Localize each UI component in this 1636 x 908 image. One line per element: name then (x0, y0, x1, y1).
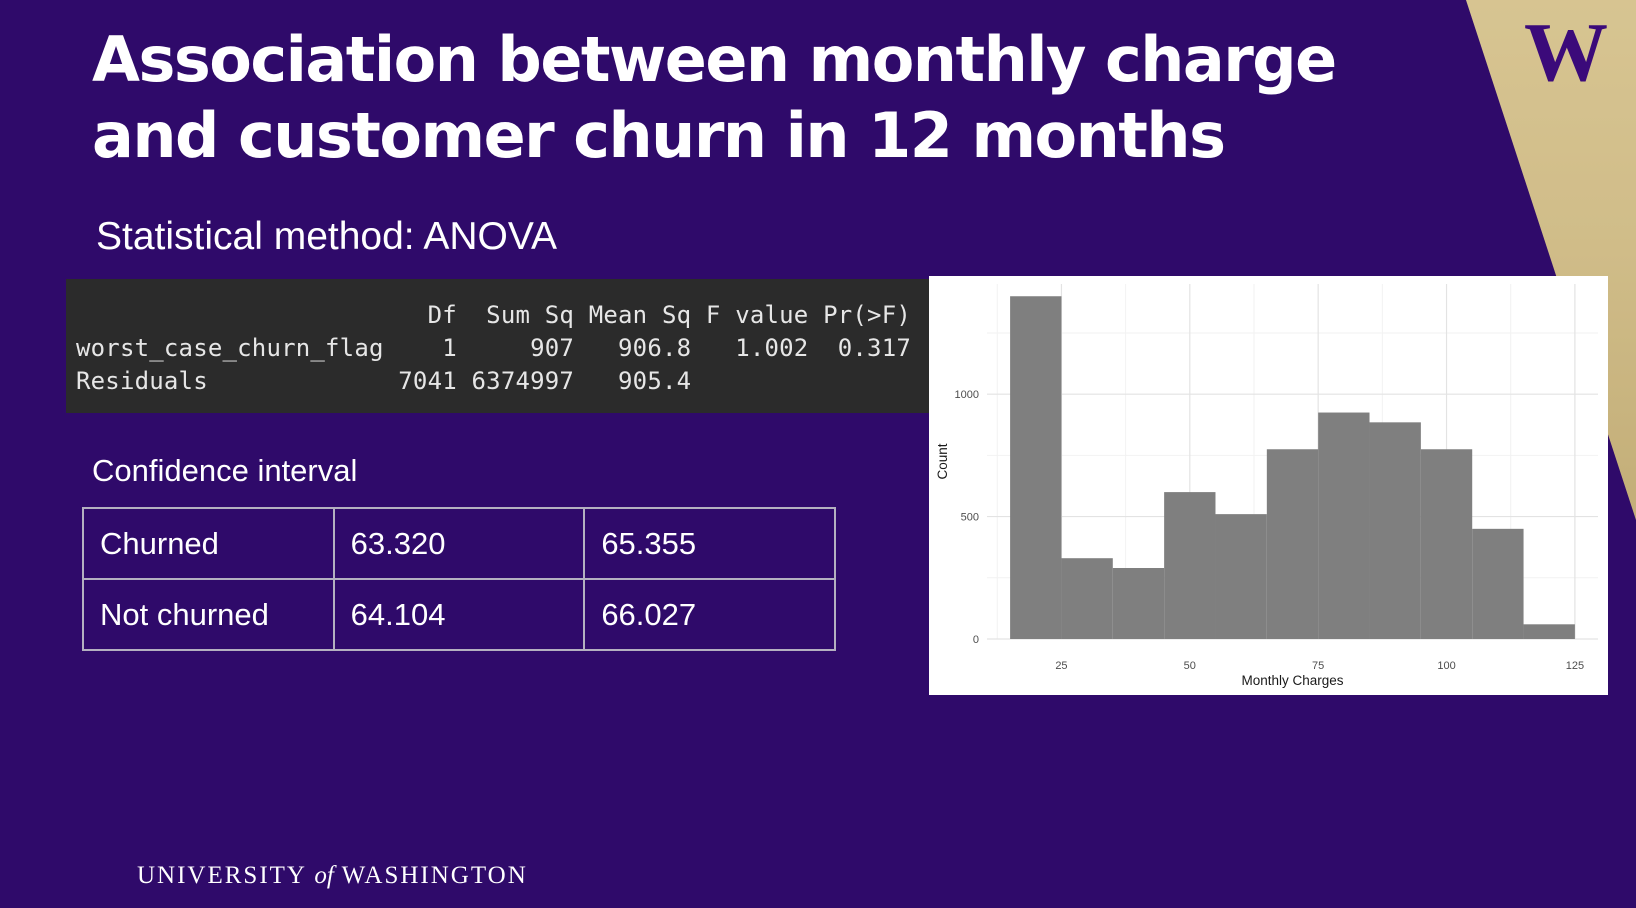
histogram-bar (1472, 528, 1524, 639)
histogram-bar (1215, 514, 1267, 639)
slide-subtitle: Statistical method: ANOVA (96, 215, 557, 258)
y-tick-label: 500 (961, 512, 979, 524)
wordmark-of: of (314, 862, 334, 889)
wordmark-university: UNIVERSITY (137, 862, 315, 889)
confidence-interval-table: Churned 63.320 65.355 Not churned 64.104… (82, 507, 836, 651)
title-line-2: and customer churn in 12 months (92, 99, 1226, 172)
anova-row-churn-flag: worst_case_churn_flag 1 907 906.8 1.002 … (76, 334, 912, 362)
y-axis-label: Count (935, 443, 950, 479)
y-tick-label: 0 (973, 634, 979, 646)
table-row: Churned 63.320 65.355 (82, 507, 836, 580)
x-tick-label: 125 (1566, 660, 1584, 672)
uw-w-logo-icon: W (1524, 16, 1608, 88)
slide-title: Association between monthly charge and c… (92, 22, 1352, 174)
uw-wordmark: UNIVERSITY of WASHINGTON (137, 862, 528, 890)
table-cell: 66.027 (583, 578, 836, 651)
histogram-bar (1164, 492, 1216, 639)
monthly-charges-histogram: 25 50 75 100 125 0 500 1000 Monthly Charges Count (929, 276, 1608, 695)
table-cell: 63.320 (332, 507, 586, 580)
histogram-bar (1420, 449, 1473, 639)
confidence-interval-label: Confidence interval (92, 453, 358, 488)
histogram-bar (1266, 449, 1319, 639)
histogram-svg: 25 50 75 100 125 0 500 1000 Monthly Charges Count (935, 284, 1598, 688)
histogram-bar (1523, 624, 1575, 639)
anova-output-console: Df Sum Sq Mean Sq F value Pr(>F) worst_c… (66, 279, 932, 413)
x-tick-label: 50 (1184, 660, 1196, 672)
table-cell: 65.355 (583, 507, 836, 580)
svg-text:W: W (1524, 16, 1608, 88)
histogram-bar (1112, 568, 1165, 639)
histogram-bar (1061, 558, 1113, 639)
table-cell: Churned (82, 507, 335, 580)
y-tick-label: 1000 (955, 389, 979, 401)
x-tick-label: 25 (1055, 660, 1067, 672)
histogram-bar (1010, 296, 1062, 639)
histogram-bar (1369, 422, 1421, 639)
table-cell: 64.104 (332, 578, 586, 651)
table-row: Not churned 64.104 66.027 (82, 578, 836, 651)
anova-header: Df Sum Sq Mean Sq F value Pr(>F) (76, 301, 912, 329)
x-tick-label: 100 (1437, 660, 1455, 672)
wordmark-washington: WASHINGTON (333, 862, 528, 889)
title-line-1: Association between monthly charge (92, 23, 1337, 96)
x-axis-label: Monthly Charges (1241, 673, 1343, 688)
histogram-bar (1318, 412, 1370, 639)
anova-row-residuals: Residuals 7041 6374997 905.4 (76, 367, 692, 395)
table-cell: Not churned (82, 578, 335, 651)
x-tick-label: 75 (1312, 660, 1324, 672)
